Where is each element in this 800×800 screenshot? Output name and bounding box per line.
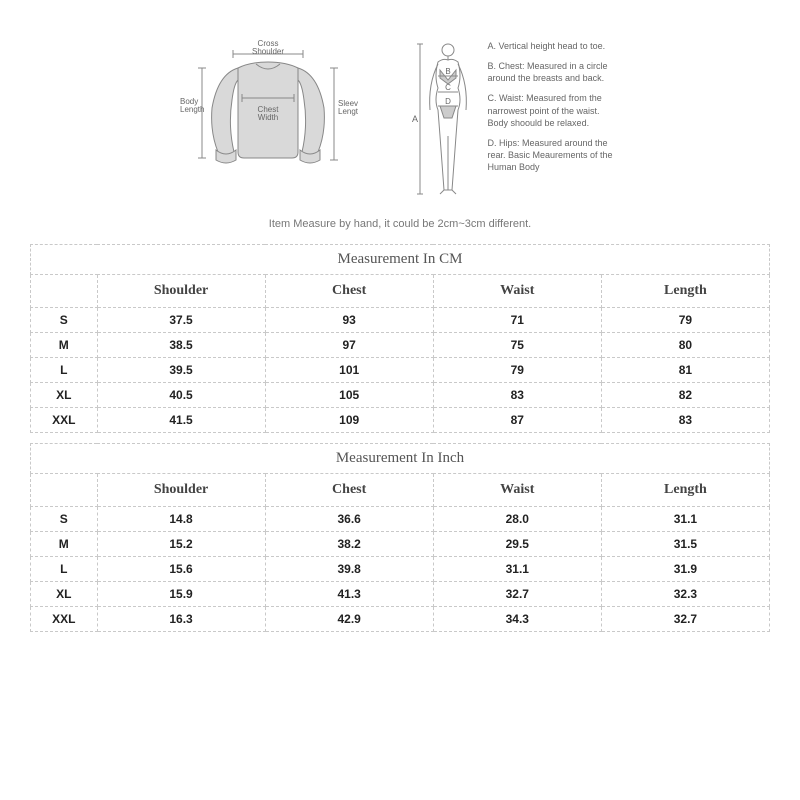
measurement-note: Item Measure by hand, it could be 2cm~3c… (30, 218, 770, 230)
size-label: M (31, 532, 98, 557)
size-value: 15.6 (97, 557, 265, 582)
size-value: 79 (433, 358, 601, 383)
size-value: 93 (265, 308, 433, 333)
size-value: 34.3 (433, 607, 601, 632)
size-value: 79 (601, 308, 769, 333)
legend-c: C. Waist: Measured from the narrowest po… (488, 92, 623, 128)
table-in-header-row: Shoulder Chest Waist Length (31, 474, 770, 507)
body-label-a: A (412, 114, 418, 124)
measurement-legend: A. Vertical height head to toe. B. Chest… (488, 40, 623, 181)
size-value: 83 (433, 383, 601, 408)
body-label-c: C (445, 83, 451, 92)
size-value: 31.5 (601, 532, 769, 557)
table-row: L15.639.831.131.9 (31, 557, 770, 582)
size-value: 39.8 (265, 557, 433, 582)
table-row: L39.51017981 (31, 358, 770, 383)
body-measure-block: B C D A A. Vertical height head to toe. … (408, 40, 623, 200)
size-value: 80 (601, 333, 769, 358)
table-row: XL15.941.332.732.3 (31, 582, 770, 607)
table-in-col-2: Waist (433, 474, 601, 507)
size-table-inch: Measurement In Inch Shoulder Chest Waist… (30, 443, 770, 632)
garment-diagram: CrossShoulder BodyLength (178, 40, 358, 180)
size-value: 37.5 (97, 308, 265, 333)
size-value: 31.1 (601, 507, 769, 532)
size-label: L (31, 358, 98, 383)
table-row: XXL16.342.934.332.7 (31, 607, 770, 632)
size-label: M (31, 333, 98, 358)
body-label-d: D (445, 97, 451, 106)
size-label: S (31, 308, 98, 333)
table-row: M15.238.229.531.5 (31, 532, 770, 557)
size-label: S (31, 507, 98, 532)
size-value: 71 (433, 308, 601, 333)
size-value: 38.2 (265, 532, 433, 557)
table-cm-col-3: Length (601, 275, 769, 308)
size-value: 82 (601, 383, 769, 408)
size-value: 32.7 (433, 582, 601, 607)
body-length-label: BodyLength (180, 97, 204, 114)
size-label: XXL (31, 408, 98, 433)
table-cm-body: S37.5937179M38.5977580L39.51017981XL40.5… (31, 308, 770, 433)
table-in-body: S14.836.628.031.1M15.238.229.531.5L15.63… (31, 507, 770, 632)
size-value: 31.1 (433, 557, 601, 582)
size-value: 29.5 (433, 532, 601, 557)
table-row: S14.836.628.031.1 (31, 507, 770, 532)
legend-d: D. Hips: Measured around the rear. Basic… (488, 137, 623, 173)
table-in-col-3: Length (601, 474, 769, 507)
size-value: 97 (265, 333, 433, 358)
size-value: 16.3 (97, 607, 265, 632)
legend-b: B. Chest: Measured in a circle around th… (488, 60, 623, 84)
size-label: XXL (31, 607, 98, 632)
size-value: 42.9 (265, 607, 433, 632)
size-label: L (31, 557, 98, 582)
table-in-col-1: Chest (265, 474, 433, 507)
size-value: 31.9 (601, 557, 769, 582)
size-label: XL (31, 383, 98, 408)
size-value: 81 (601, 358, 769, 383)
table-cm-corner (31, 275, 98, 308)
table-cm-col-2: Waist (433, 275, 601, 308)
table-cm-header-row: Shoulder Chest Waist Length (31, 275, 770, 308)
diagram-row: CrossShoulder BodyLength (30, 40, 770, 200)
size-value: 38.5 (97, 333, 265, 358)
table-row: XXL41.51098783 (31, 408, 770, 433)
size-value: 41.3 (265, 582, 433, 607)
size-value: 36.6 (265, 507, 433, 532)
size-value: 32.7 (601, 607, 769, 632)
table-row: M38.5977580 (31, 333, 770, 358)
table-row: S37.5937179 (31, 308, 770, 333)
legend-a: A. Vertical height head to toe. (488, 40, 623, 52)
sleeve-length-label: SleeveLength (338, 99, 358, 116)
size-value: 101 (265, 358, 433, 383)
size-value: 87 (433, 408, 601, 433)
table-cm-title: Measurement In CM (31, 245, 770, 275)
table-cm-col-0: Shoulder (97, 275, 265, 308)
size-value: 40.5 (97, 383, 265, 408)
table-in-col-0: Shoulder (97, 474, 265, 507)
table-in-corner (31, 474, 98, 507)
table-row: XL40.51058382 (31, 383, 770, 408)
size-value: 28.0 (433, 507, 601, 532)
cross-shoulder-label: CrossShoulder (251, 40, 283, 56)
table-in-title: Measurement In Inch (31, 444, 770, 474)
size-value: 14.8 (97, 507, 265, 532)
size-value: 15.2 (97, 532, 265, 557)
size-value: 15.9 (97, 582, 265, 607)
size-value: 75 (433, 333, 601, 358)
size-value: 105 (265, 383, 433, 408)
size-value: 32.3 (601, 582, 769, 607)
size-label: XL (31, 582, 98, 607)
body-label-b: B (445, 67, 450, 76)
size-chart-page: CrossShoulder BodyLength (0, 0, 800, 800)
size-value: 109 (265, 408, 433, 433)
body-diagram: B C D A (408, 40, 478, 200)
size-table-cm: Measurement In CM Shoulder Chest Waist L… (30, 244, 770, 433)
chest-width-label: ChestWidth (257, 105, 279, 122)
size-value: 83 (601, 408, 769, 433)
size-value: 39.5 (97, 358, 265, 383)
table-cm-col-1: Chest (265, 275, 433, 308)
size-value: 41.5 (97, 408, 265, 433)
